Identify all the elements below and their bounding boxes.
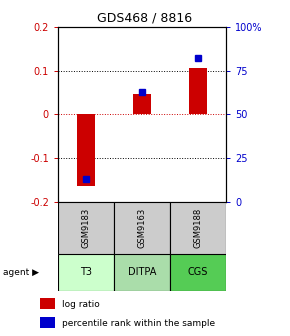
Text: GSM9183: GSM9183	[81, 208, 90, 248]
Text: agent ▶: agent ▶	[3, 268, 39, 277]
Text: percentile rank within the sample: percentile rank within the sample	[62, 319, 215, 328]
Text: DITPA: DITPA	[128, 267, 156, 277]
Bar	[114, 202, 170, 254]
Bar	[77, 114, 95, 186]
Text: CGS: CGS	[188, 267, 208, 277]
Bar	[114, 254, 170, 291]
Bar	[40, 317, 55, 328]
Bar	[58, 202, 114, 254]
Bar	[170, 202, 226, 254]
Text: log ratio: log ratio	[62, 300, 100, 309]
Text: T3: T3	[80, 267, 92, 277]
Bar	[40, 298, 55, 309]
Text: GSM9163: GSM9163	[137, 208, 147, 248]
Bar	[170, 254, 226, 291]
Bar	[133, 94, 151, 114]
Text: GSM9188: GSM9188	[194, 208, 203, 248]
Bar	[189, 68, 207, 114]
Bar	[58, 254, 114, 291]
Text: GDS468 / 8816: GDS468 / 8816	[97, 12, 193, 25]
